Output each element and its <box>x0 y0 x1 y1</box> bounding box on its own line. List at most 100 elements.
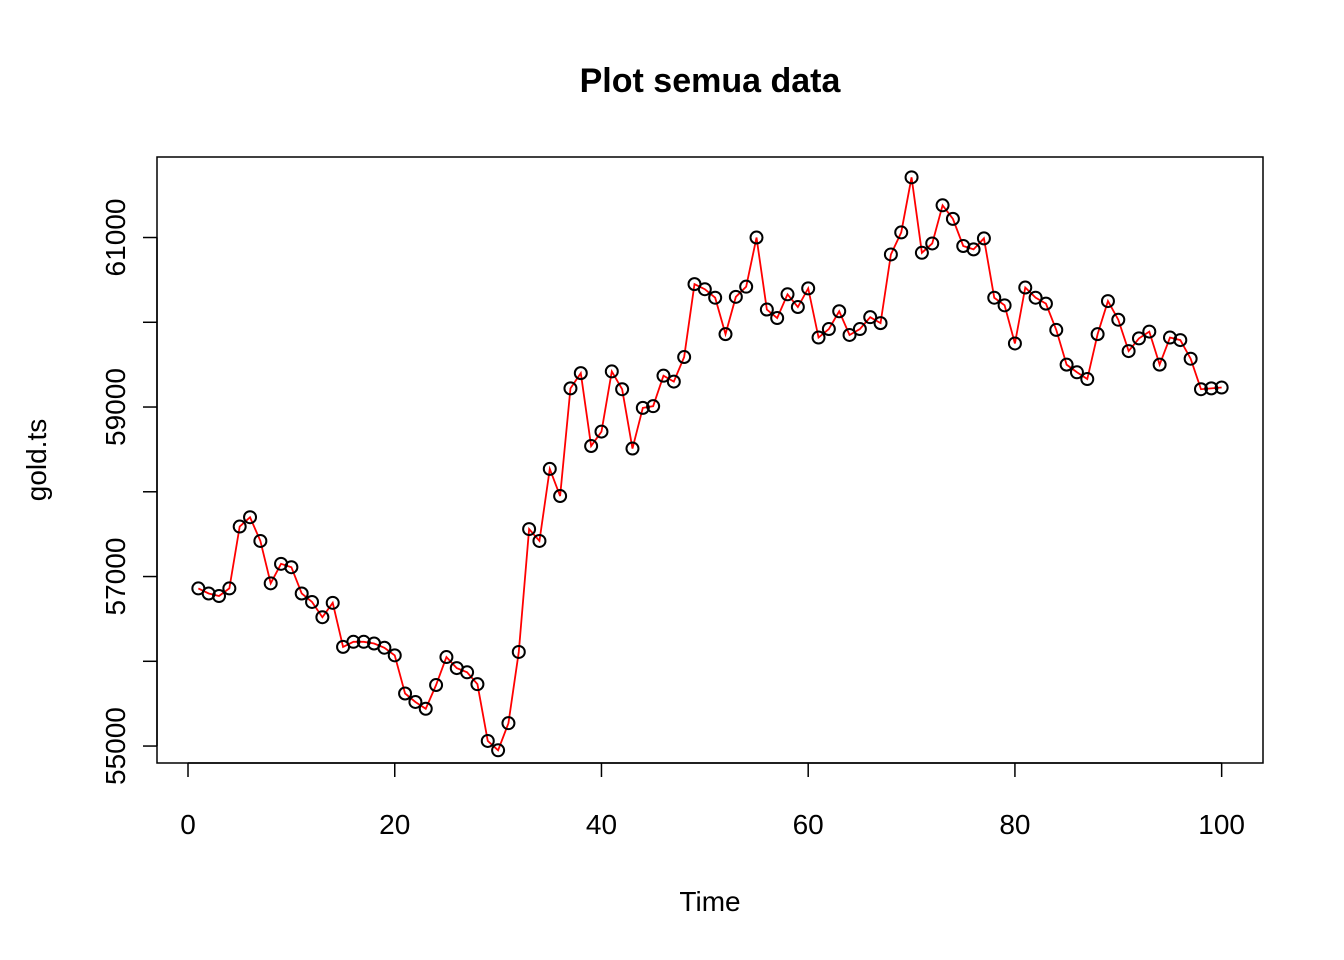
x-tick-label: 0 <box>180 809 196 840</box>
y-tick-label: 55000 <box>100 707 131 785</box>
data-point <box>439 650 454 665</box>
data-point <box>1049 322 1064 337</box>
data-point <box>666 374 681 389</box>
data-point <box>780 287 795 302</box>
data-point <box>542 461 557 476</box>
data-point <box>811 330 826 345</box>
series-line <box>197 177 1222 752</box>
data-point <box>1080 372 1095 387</box>
data-point <box>408 694 423 709</box>
data-point <box>832 304 847 319</box>
x-axis-title: Time <box>679 886 740 917</box>
data-point <box>759 302 774 317</box>
data-point <box>222 581 237 596</box>
data-point <box>232 519 247 534</box>
data-point <box>522 522 537 537</box>
data-point <box>305 594 320 609</box>
y-axis: 55000 57000 59000 61000 <box>100 199 158 785</box>
data-point <box>584 439 599 454</box>
data-point <box>491 743 506 758</box>
data-point <box>935 198 950 213</box>
data-point <box>263 576 278 591</box>
data-point <box>625 441 640 456</box>
data-point <box>398 686 413 701</box>
data-point <box>1193 382 1208 397</box>
data-point <box>677 350 692 365</box>
data-point <box>697 282 712 297</box>
data-point <box>656 368 671 383</box>
data-point <box>501 716 516 731</box>
data-point <box>284 560 299 575</box>
data-point <box>1183 351 1198 366</box>
data-point <box>863 310 878 325</box>
data-point <box>894 225 909 240</box>
y-tick-label: 57000 <box>100 538 131 616</box>
data-point <box>594 424 609 439</box>
data-point <box>346 634 361 649</box>
data-point <box>1018 280 1033 295</box>
data-point <box>821 322 836 337</box>
data-point <box>1038 296 1053 311</box>
data-point <box>356 634 371 649</box>
data-point <box>480 733 495 748</box>
data-point <box>418 701 433 716</box>
data-point <box>1152 357 1167 372</box>
x-tick-label: 80 <box>999 809 1030 840</box>
data-point <box>708 290 723 305</box>
data-point <box>325 595 340 610</box>
data-point <box>987 290 1002 305</box>
data-point <box>945 211 960 226</box>
data-point <box>852 322 867 337</box>
data-point <box>1121 344 1136 359</box>
y-axis-title: gold.ts <box>21 419 52 502</box>
data-point <box>553 489 568 504</box>
data-point <box>873 316 888 331</box>
data-point <box>1214 380 1229 395</box>
data-point <box>739 279 754 294</box>
data-point <box>790 300 805 315</box>
data-point <box>387 648 402 663</box>
data-point <box>511 644 526 659</box>
data-point <box>243 510 258 525</box>
data-point <box>1090 327 1105 342</box>
data-point <box>212 589 227 604</box>
plot-frame <box>156 156 1264 764</box>
x-tick-label: 20 <box>379 809 410 840</box>
data-point <box>1100 294 1115 309</box>
data-point <box>904 170 919 185</box>
data-point <box>1204 381 1219 396</box>
data-point <box>997 298 1012 313</box>
data-point <box>460 665 475 680</box>
data-point <box>1131 331 1146 346</box>
series-layer <box>191 170 1229 758</box>
data-point <box>1142 324 1157 339</box>
data-point <box>914 245 929 260</box>
data-point <box>1028 290 1043 305</box>
data-point <box>604 364 619 379</box>
data-point <box>749 230 764 245</box>
data-point <box>925 236 940 251</box>
data-point <box>718 327 733 342</box>
data-point <box>842 327 857 342</box>
data-point <box>429 678 444 693</box>
data-point <box>883 247 898 262</box>
data-point <box>976 231 991 246</box>
chart-title: Plot semua data <box>580 62 842 100</box>
data-point <box>770 311 785 326</box>
y-tick-label: 59000 <box>100 368 131 446</box>
data-point <box>646 399 661 414</box>
data-point <box>728 289 743 304</box>
data-point <box>532 533 547 548</box>
data-point <box>253 533 268 548</box>
data-point <box>1069 365 1084 380</box>
data-point <box>1173 333 1188 348</box>
data-point <box>563 381 578 396</box>
data-point <box>966 242 981 257</box>
data-point <box>573 366 588 381</box>
data-point <box>377 640 392 655</box>
data-point <box>1111 312 1126 327</box>
x-tick-label: 40 <box>586 809 617 840</box>
data-point <box>615 382 630 397</box>
x-tick-label: 60 <box>793 809 824 840</box>
